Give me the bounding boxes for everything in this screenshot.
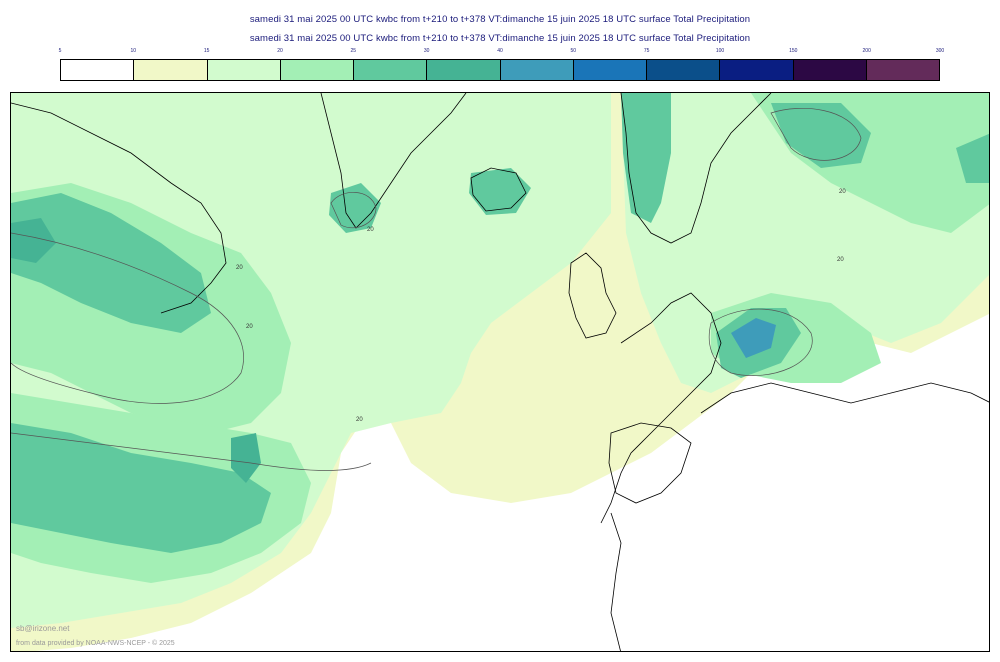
legend-swatch	[720, 60, 794, 80]
legend-swatch	[134, 60, 208, 80]
legend-tick: 300	[935, 48, 945, 54]
precip-region-dark	[11, 193, 211, 333]
legend-tick: 150	[789, 48, 798, 54]
credit-source: from data provided by NOAA-NWS-NCEP - © …	[16, 640, 175, 647]
precip-region-dark	[621, 93, 671, 223]
contour-label: 20	[837, 257, 844, 263]
greenland-coast	[320, 93, 467, 229]
legend-swatch	[500, 60, 574, 80]
legend-swatch	[280, 60, 354, 80]
scandinavia-coast	[620, 93, 772, 244]
legend-tick: 10	[130, 48, 137, 54]
legend-tick: 20	[277, 48, 283, 54]
legend-swatch	[207, 60, 281, 80]
contour-line	[708, 308, 813, 376]
canada-coast	[11, 102, 227, 314]
legend-swatch	[573, 60, 647, 80]
iceland-coast	[470, 167, 527, 212]
legend-swatch	[647, 60, 721, 80]
legend-tick: 5	[58, 48, 62, 54]
coastlines	[11, 93, 989, 651]
contours	[11, 108, 862, 471]
legend-swatch	[793, 60, 867, 80]
legend-tick: 15	[203, 48, 210, 54]
contour-line	[770, 108, 862, 161]
europe-coast	[600, 292, 722, 524]
legend-tick: 40	[497, 48, 503, 54]
legend-tick: 100	[715, 48, 725, 54]
legend-swatch	[354, 60, 428, 80]
precipitation-map: 20 20 20 20 20 20	[10, 92, 990, 652]
british-isles-coast	[568, 252, 617, 339]
contour-label: 20	[236, 265, 243, 271]
contour-line	[11, 232, 244, 404]
contour-label: 20	[367, 227, 374, 233]
chart-title-line-1: samedi 31 mai 2025 00 UTC kwbc from t+21…	[249, 14, 751, 25]
credit-site: sb@irizone.net	[16, 624, 70, 633]
map-canvas: 20 20 20 20 20 20	[11, 93, 989, 651]
contour-line	[11, 432, 372, 471]
precip-region-core	[11, 218, 56, 263]
precip-region-dark	[329, 183, 381, 233]
mediterranean-coast	[700, 382, 989, 414]
legend-tick: 25	[350, 48, 357, 54]
contour-label: 20	[246, 324, 253, 330]
legend-tick: 75	[643, 48, 650, 54]
contour-labels: 20 20 20 20 20 20	[236, 189, 846, 423]
precip-region-core	[231, 433, 261, 483]
legend-tick-labels: 5 10 15 20 25 30 40 50 75 100 150 200 30…	[0, 48, 1000, 58]
precipitation-color-legend	[60, 59, 940, 81]
legend-tick: 50	[570, 48, 577, 54]
precip-region-dark	[956, 133, 989, 183]
legend-swatch	[61, 60, 135, 80]
contour-label: 20	[839, 189, 846, 195]
legend-tick: 30	[423, 48, 430, 54]
legend-tick: 200	[862, 48, 871, 54]
iberia-coast	[608, 422, 692, 504]
contour-label: 20	[356, 417, 363, 423]
africa-coast	[610, 512, 622, 651]
chart-title-line-2: samedi 31 mai 2025 00 UTC kwbc from t+21…	[249, 33, 751, 44]
precip-region-dark	[11, 423, 271, 553]
legend-swatch	[866, 60, 939, 80]
precip-region-core	[731, 318, 776, 358]
legend-swatch	[427, 60, 501, 80]
contour-line	[330, 191, 377, 229]
